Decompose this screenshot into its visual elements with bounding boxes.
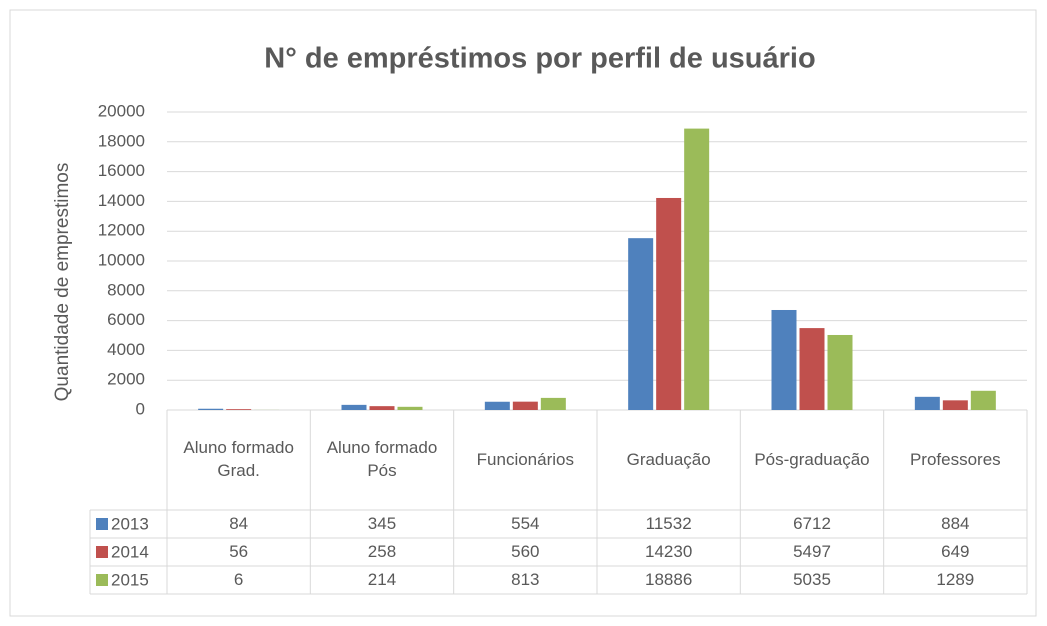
bar [198, 408, 224, 410]
table-value: 6712 [793, 513, 831, 533]
legend-swatch [96, 574, 108, 586]
legend-label: 2015 [111, 570, 149, 589]
bar [656, 197, 682, 410]
y-tick-label: 2000 [107, 370, 145, 389]
y-tick-label: 4000 [107, 340, 145, 359]
bar [369, 406, 395, 410]
bar [397, 406, 423, 410]
table-value: 884 [941, 513, 970, 533]
bar [771, 309, 797, 410]
table-value: 258 [367, 541, 397, 561]
bar [484, 401, 510, 410]
table-value: 649 [941, 541, 970, 561]
table-value: 11532 [645, 513, 692, 533]
table-value: 345 [367, 513, 397, 533]
bar [970, 390, 996, 410]
bar [512, 401, 538, 410]
chart-border [9, 9, 1037, 617]
table-value: 554 [511, 513, 540, 533]
bar [341, 404, 367, 410]
table-value: 5497 [793, 541, 831, 561]
y-tick-label: 0 [136, 399, 145, 418]
table-value: 6 [233, 569, 244, 589]
y-tick-label: 16000 [98, 161, 145, 180]
legend-label: 2013 [111, 514, 149, 533]
legend-swatch [96, 546, 108, 558]
table-value: 560 [511, 541, 540, 561]
y-tick-label: 6000 [107, 310, 145, 329]
y-axis-label: Quantidade de emprestimos [52, 163, 73, 402]
chart-title: N° de empréstimos por perfil de usuário [264, 43, 815, 75]
y-tick-label: 10000 [98, 250, 145, 269]
category-label: Graduação [626, 449, 711, 469]
category-label: Aluno formado Pós [326, 438, 438, 480]
y-tick-label: 8000 [107, 280, 145, 299]
table-value: 56 [229, 541, 249, 561]
table-value: 14230 [645, 541, 693, 561]
y-tick-label: 18000 [98, 131, 145, 150]
bar [799, 328, 825, 410]
bar [914, 396, 940, 410]
table-value: 214 [367, 569, 397, 589]
category-label: Professores [909, 449, 1001, 469]
bar [628, 238, 654, 410]
bar [226, 409, 252, 410]
table-value: 5035 [793, 569, 831, 589]
category-label: Pós-graduação [754, 449, 870, 469]
bar [942, 400, 968, 410]
bar [684, 128, 710, 410]
legend-swatch [96, 518, 108, 530]
category-label: Aluno formado Grad. [183, 438, 294, 480]
category-label: Funcionários [476, 449, 574, 469]
table-value: 18886 [645, 569, 693, 589]
bar [827, 334, 853, 410]
bar [540, 397, 566, 410]
legend-label: 2014 [111, 542, 149, 561]
table-value: 84 [229, 513, 249, 533]
y-tick-label: 20000 [98, 101, 145, 120]
table-value: 1289 [936, 569, 975, 589]
table-value: 813 [511, 569, 540, 589]
y-tick-label: 12000 [98, 221, 145, 240]
y-tick-label: 14000 [98, 191, 145, 210]
